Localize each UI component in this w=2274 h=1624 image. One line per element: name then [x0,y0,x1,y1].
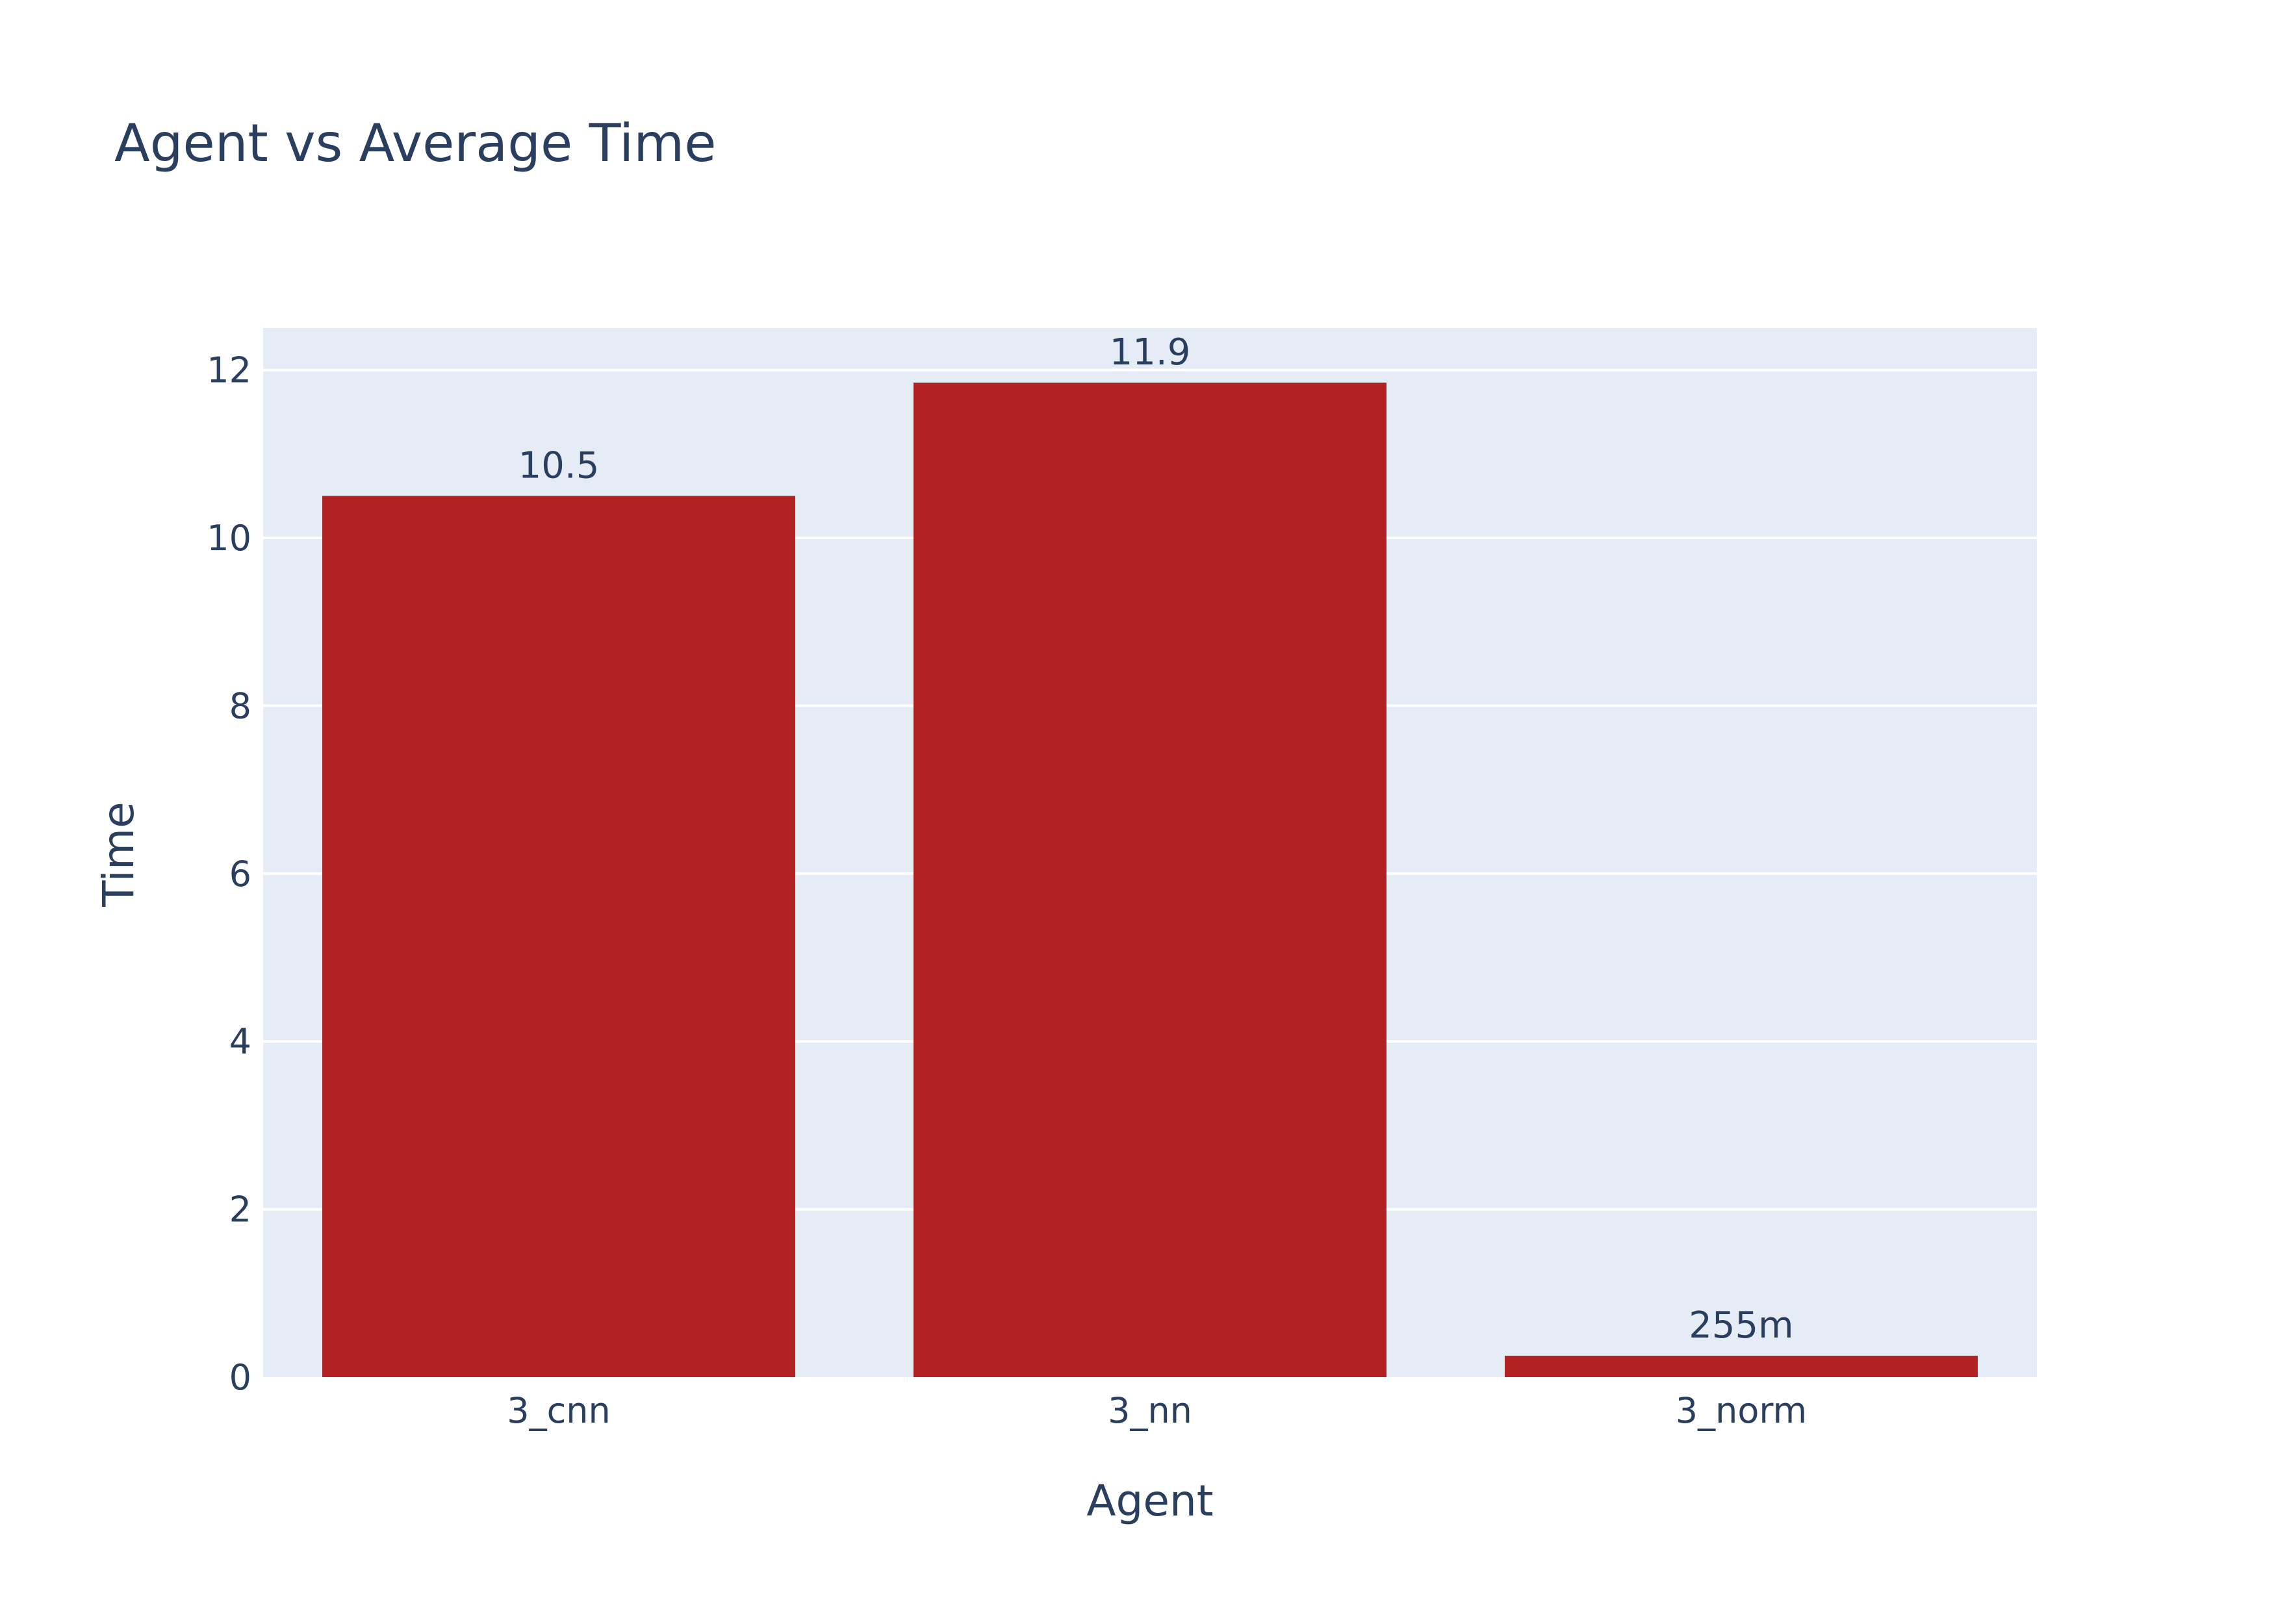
data-labels: 10.5 11.9 255m [518,331,1794,1347]
x-tick-label: 3_cnn [507,1390,611,1431]
x-tick-label: 3_norm [1676,1390,1807,1431]
y-tick-label: 10 [207,518,251,559]
y-tick-label: 2 [229,1189,251,1230]
y-tick-label: 8 [229,685,251,726]
x-axis-title: Agent [1086,1476,1213,1526]
bar-3-nn [913,382,1386,1377]
x-tick-label: 3_nn [1108,1390,1192,1431]
y-tick-label: 0 [229,1357,251,1398]
bars [322,382,1978,1377]
y-axis-title: Time [94,802,144,907]
data-label: 10.5 [518,444,600,487]
data-label: 11.9 [1110,331,1191,374]
chart-title: Agent vs Average Time [114,113,716,173]
bar-3-cnn [322,496,795,1377]
y-axis-ticks: 0 2 4 6 8 10 12 [207,350,251,1398]
y-tick-label: 12 [207,350,251,391]
y-tick-label: 6 [229,854,251,894]
data-label: 255m [1689,1304,1793,1347]
bar-3-norm [1505,1356,1978,1377]
x-axis-ticks: 3_cnn 3_nn 3_norm [507,1390,1807,1431]
y-tick-label: 4 [229,1021,251,1062]
